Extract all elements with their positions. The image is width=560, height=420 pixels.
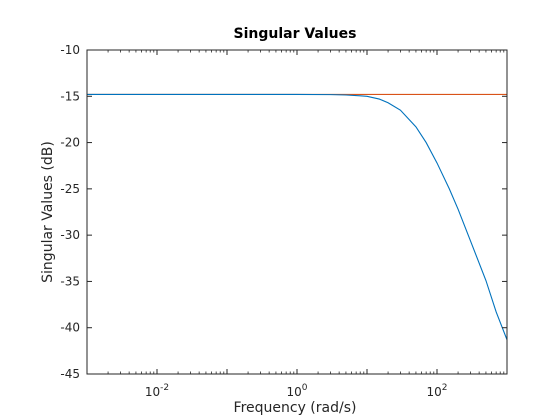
chart-title: Singular Values	[234, 26, 357, 42]
x-tick-label-exponent: 0	[302, 383, 308, 393]
series-group	[87, 93, 507, 340]
x-tick-label-base: 10	[286, 385, 301, 399]
plot-background	[87, 50, 507, 374]
x-tick-label: 102	[426, 383, 447, 399]
plot-area	[87, 50, 507, 374]
x-tick-label: 100	[286, 383, 307, 399]
x-tick-label-base: 10	[145, 385, 160, 399]
y-tick-label: -20	[60, 136, 80, 150]
x-tick-label: 10-2	[145, 383, 169, 399]
y-tick-label: -10	[60, 43, 80, 57]
y-tick-label: -30	[60, 228, 80, 242]
x-tick-label-exponent: -2	[160, 383, 169, 393]
y-tick-label: -35	[60, 274, 80, 288]
y-tick-label: -45	[60, 367, 80, 381]
x-tick-label-exponent: 2	[442, 383, 448, 393]
y-tick-label: -40	[60, 321, 80, 335]
y-axis-label: Singular Values (dB)	[40, 141, 56, 283]
x-axis-label: Frequency (rad/s)	[234, 400, 357, 416]
series-layer	[87, 93, 507, 340]
y-tick-label: -15	[60, 89, 80, 103]
y-tick-label: -25	[60, 182, 80, 196]
series-line-0	[87, 93, 507, 340]
x-tick-label-base: 10	[426, 385, 441, 399]
